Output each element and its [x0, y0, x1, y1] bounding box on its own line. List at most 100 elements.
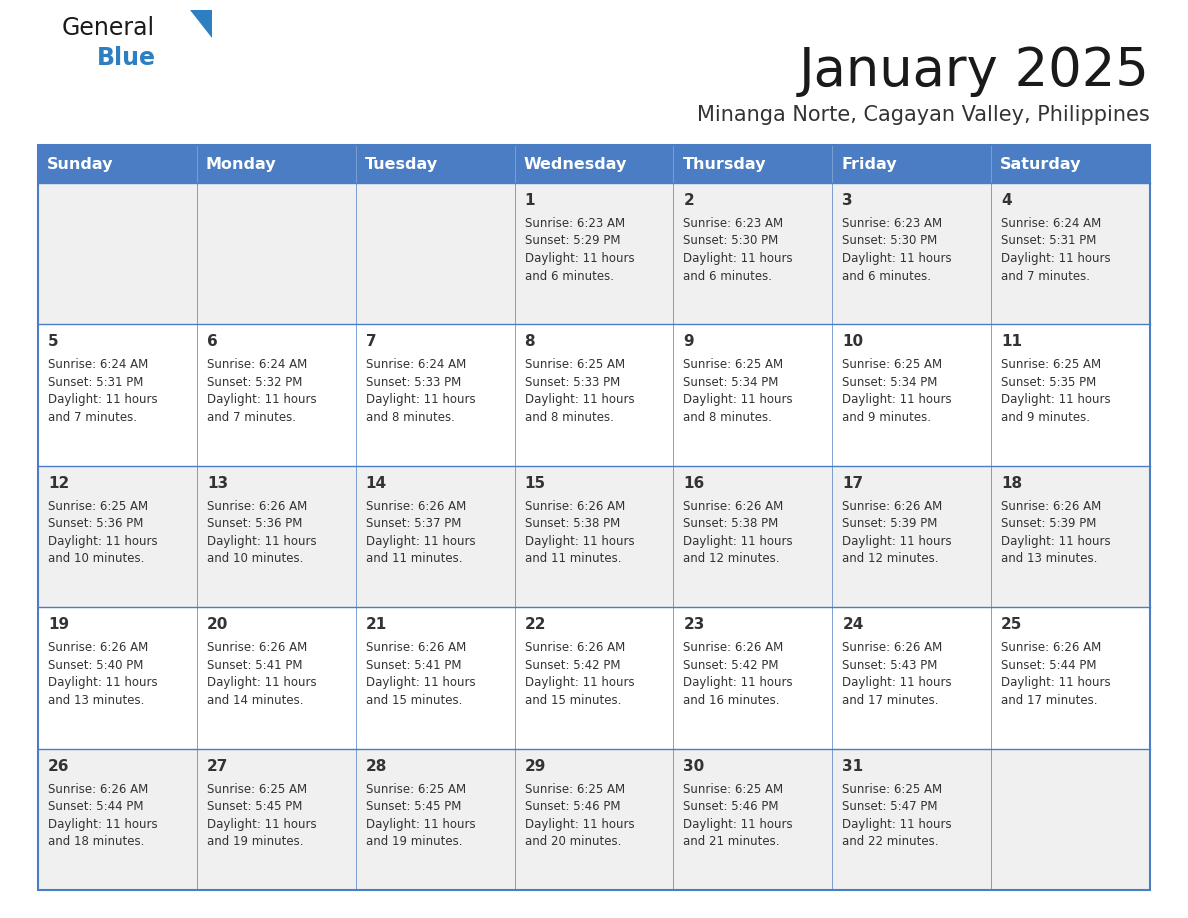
Text: 5: 5 [48, 334, 58, 350]
Text: Sunset: 5:45 PM: Sunset: 5:45 PM [207, 800, 302, 813]
Bar [833, 145, 991, 183]
Bar [833, 748, 991, 890]
Bar [38, 748, 197, 890]
Text: Daylight: 11 hours: Daylight: 11 hours [207, 535, 316, 548]
Text: Daylight: 11 hours: Daylight: 11 hours [48, 394, 158, 407]
Text: 6: 6 [207, 334, 217, 350]
Text: Sunset: 5:45 PM: Sunset: 5:45 PM [366, 800, 461, 813]
Text: and 9 minutes.: and 9 minutes. [1001, 411, 1091, 424]
Text: Sunset: 5:36 PM: Sunset: 5:36 PM [48, 518, 144, 531]
Polygon shape [190, 10, 211, 38]
Bar [991, 465, 1150, 607]
Bar [197, 183, 355, 324]
Bar [833, 183, 991, 324]
Text: Sunset: 5:44 PM: Sunset: 5:44 PM [48, 800, 144, 813]
Text: and 17 minutes.: and 17 minutes. [842, 694, 939, 707]
Text: Daylight: 11 hours: Daylight: 11 hours [366, 535, 475, 548]
Text: Sunrise: 6:25 AM: Sunrise: 6:25 AM [1001, 358, 1101, 372]
Text: Daylight: 11 hours: Daylight: 11 hours [525, 677, 634, 689]
Text: and 6 minutes.: and 6 minutes. [683, 270, 772, 283]
Text: Sunrise: 6:26 AM: Sunrise: 6:26 AM [1001, 499, 1101, 513]
Text: 30: 30 [683, 758, 704, 774]
Text: Sunset: 5:30 PM: Sunset: 5:30 PM [683, 234, 778, 248]
Text: Sunset: 5:46 PM: Sunset: 5:46 PM [683, 800, 779, 813]
Text: Sunrise: 6:25 AM: Sunrise: 6:25 AM [525, 783, 625, 796]
Bar [674, 748, 833, 890]
Text: Sunrise: 6:26 AM: Sunrise: 6:26 AM [207, 499, 308, 513]
Text: Daylight: 11 hours: Daylight: 11 hours [366, 394, 475, 407]
Bar [38, 183, 197, 324]
Text: Monday: Monday [206, 156, 277, 172]
Text: Daylight: 11 hours: Daylight: 11 hours [683, 252, 794, 265]
Text: 7: 7 [366, 334, 377, 350]
Bar [197, 324, 355, 465]
Text: Sunrise: 6:26 AM: Sunrise: 6:26 AM [48, 783, 148, 796]
Text: Sunset: 5:46 PM: Sunset: 5:46 PM [525, 800, 620, 813]
Text: 1: 1 [525, 193, 535, 208]
Text: Sunrise: 6:23 AM: Sunrise: 6:23 AM [683, 217, 784, 230]
Text: Daylight: 11 hours: Daylight: 11 hours [48, 818, 158, 831]
Text: and 12 minutes.: and 12 minutes. [683, 553, 781, 565]
Text: 18: 18 [1001, 476, 1022, 491]
Text: Sunrise: 6:25 AM: Sunrise: 6:25 AM [842, 358, 942, 372]
Text: and 7 minutes.: and 7 minutes. [1001, 270, 1091, 283]
Text: Daylight: 11 hours: Daylight: 11 hours [1001, 252, 1111, 265]
Text: 29: 29 [525, 758, 546, 774]
Text: 22: 22 [525, 617, 546, 633]
Text: and 19 minutes.: and 19 minutes. [207, 835, 303, 848]
Text: Sunset: 5:34 PM: Sunset: 5:34 PM [842, 375, 937, 389]
Text: Daylight: 11 hours: Daylight: 11 hours [842, 252, 952, 265]
Text: Sunset: 5:37 PM: Sunset: 5:37 PM [366, 518, 461, 531]
Bar [197, 607, 355, 748]
Bar [674, 324, 833, 465]
Text: 13: 13 [207, 476, 228, 491]
Text: January 2025: January 2025 [800, 45, 1150, 97]
Text: Sunrise: 6:26 AM: Sunrise: 6:26 AM [683, 499, 784, 513]
Text: Sunset: 5:34 PM: Sunset: 5:34 PM [683, 375, 779, 389]
Bar [991, 183, 1150, 324]
Text: Daylight: 11 hours: Daylight: 11 hours [683, 535, 794, 548]
Text: Daylight: 11 hours: Daylight: 11 hours [48, 677, 158, 689]
Text: Sunrise: 6:25 AM: Sunrise: 6:25 AM [525, 358, 625, 372]
Text: and 8 minutes.: and 8 minutes. [366, 411, 455, 424]
Text: Sunset: 5:33 PM: Sunset: 5:33 PM [525, 375, 620, 389]
Text: Sunset: 5:38 PM: Sunset: 5:38 PM [683, 518, 778, 531]
Bar [514, 748, 674, 890]
Text: Daylight: 11 hours: Daylight: 11 hours [366, 818, 475, 831]
Text: and 14 minutes.: and 14 minutes. [207, 694, 303, 707]
Bar [38, 145, 1150, 890]
Text: Daylight: 11 hours: Daylight: 11 hours [1001, 535, 1111, 548]
Text: Friday: Friday [841, 156, 897, 172]
Text: Sunset: 5:30 PM: Sunset: 5:30 PM [842, 234, 937, 248]
Text: Sunset: 5:39 PM: Sunset: 5:39 PM [1001, 518, 1097, 531]
Text: 8: 8 [525, 334, 536, 350]
Text: Daylight: 11 hours: Daylight: 11 hours [525, 252, 634, 265]
Text: Sunset: 5:41 PM: Sunset: 5:41 PM [207, 659, 303, 672]
Bar [514, 607, 674, 748]
Text: Sunrise: 6:24 AM: Sunrise: 6:24 AM [366, 358, 466, 372]
Text: Sunrise: 6:26 AM: Sunrise: 6:26 AM [683, 641, 784, 655]
Text: 10: 10 [842, 334, 864, 350]
Text: Daylight: 11 hours: Daylight: 11 hours [842, 394, 952, 407]
Bar [674, 607, 833, 748]
Text: 9: 9 [683, 334, 694, 350]
Text: Sunset: 5:32 PM: Sunset: 5:32 PM [207, 375, 302, 389]
Text: Sunrise: 6:25 AM: Sunrise: 6:25 AM [48, 499, 148, 513]
Text: Sunrise: 6:26 AM: Sunrise: 6:26 AM [525, 641, 625, 655]
Bar [355, 183, 514, 324]
Text: and 15 minutes.: and 15 minutes. [525, 694, 621, 707]
Text: Sunrise: 6:26 AM: Sunrise: 6:26 AM [366, 499, 466, 513]
Text: Sunrise: 6:25 AM: Sunrise: 6:25 AM [207, 783, 307, 796]
Text: and 7 minutes.: and 7 minutes. [48, 411, 137, 424]
Text: Daylight: 11 hours: Daylight: 11 hours [683, 394, 794, 407]
Text: Sunrise: 6:25 AM: Sunrise: 6:25 AM [842, 783, 942, 796]
Text: General: General [62, 16, 156, 40]
Text: Daylight: 11 hours: Daylight: 11 hours [525, 818, 634, 831]
Text: 26: 26 [48, 758, 70, 774]
Text: Sunrise: 6:26 AM: Sunrise: 6:26 AM [842, 641, 942, 655]
Text: Daylight: 11 hours: Daylight: 11 hours [525, 535, 634, 548]
Text: Sunset: 5:33 PM: Sunset: 5:33 PM [366, 375, 461, 389]
Text: Sunrise: 6:24 AM: Sunrise: 6:24 AM [207, 358, 308, 372]
Text: 20: 20 [207, 617, 228, 633]
Text: and 20 minutes.: and 20 minutes. [525, 835, 621, 848]
